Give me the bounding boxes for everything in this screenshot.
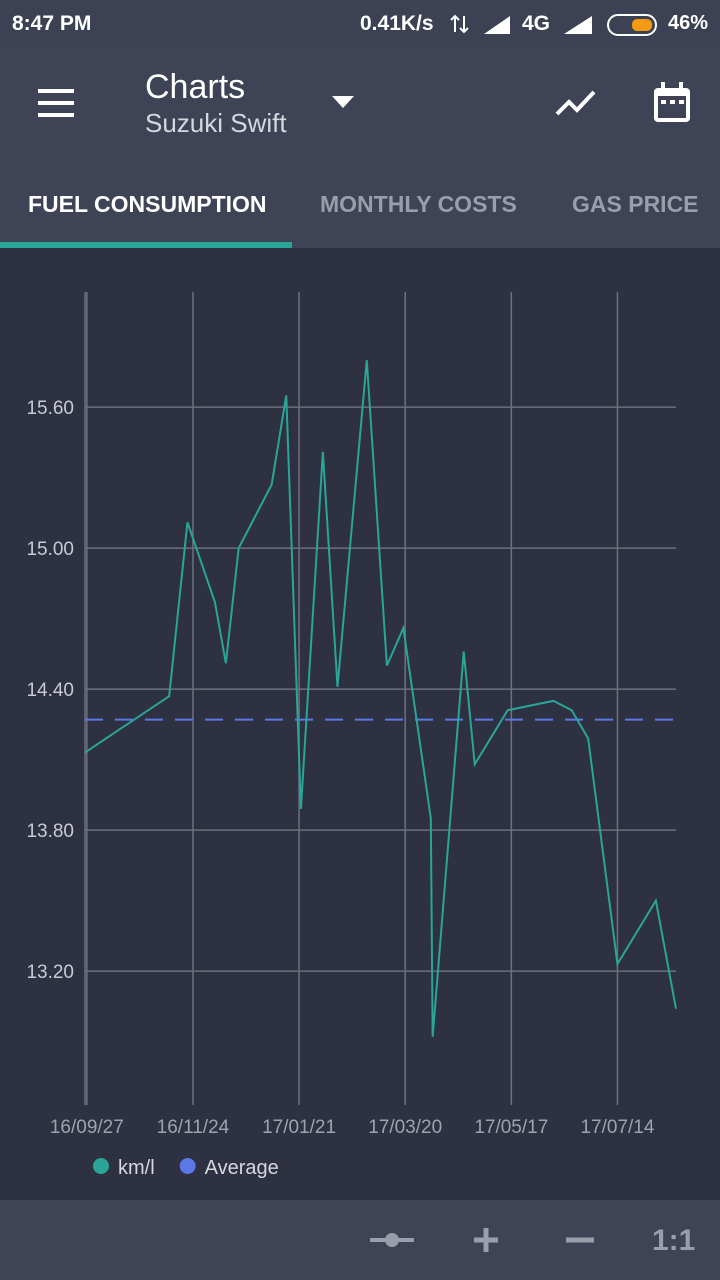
y-tick-label: 14.40: [26, 680, 74, 701]
y-tick-label: 15.00: [26, 539, 74, 560]
y-tick-label: 13.80: [26, 821, 74, 842]
legend-label: km/l: [118, 1157, 155, 1179]
status-bar: 8:47 PM 0.41K/s 4G 46%: [0, 0, 720, 48]
tab[interactable]: MONTHLY COSTS: [320, 191, 517, 217]
x-tick-label: 16/09/27: [50, 1117, 124, 1138]
toolbar-title: Charts: [145, 68, 246, 106]
toolbar-subtitle: Suzuki Swift: [145, 108, 287, 138]
status-icons: [450, 14, 592, 34]
tab-indicator: [0, 242, 292, 248]
vehicle-dropdown[interactable]: [332, 96, 354, 110]
x-tick-label: 17/05/17: [474, 1117, 548, 1138]
pan-button[interactable]: [370, 1228, 414, 1252]
chart: 13.20 13.80 14.40 15.00 15.60 16/09/27 16/11/2…: [26, 292, 677, 1179]
date-range-button[interactable]: [652, 82, 692, 126]
x-tick-label: 16/11/24: [157, 1117, 230, 1138]
y-tick-label: 13.20: [26, 962, 74, 983]
network: 4G: [522, 12, 551, 35]
legend-label: Average: [205, 1157, 279, 1179]
x-tick-label: 17/01/21: [262, 1117, 336, 1138]
zoom-in-button[interactable]: [474, 1228, 498, 1252]
menu-button[interactable]: [36, 88, 76, 118]
data-line: [84, 360, 677, 1037]
x-tick-label: 17/07/14: [580, 1117, 654, 1138]
legend-marker: [93, 1158, 109, 1174]
reset-zoom-button[interactable]: 1:1: [652, 1224, 696, 1257]
x-tick-label: 17/03/20: [368, 1117, 442, 1138]
time: 8:47 PM: [12, 12, 92, 35]
y-tick-label: 15.60: [26, 398, 74, 419]
tab[interactable]: GAS PRICE: [572, 191, 699, 217]
legend-marker: [179, 1158, 196, 1174]
bottom-bar: 1:1: [0, 1200, 720, 1280]
tab[interactable]: FUEL CONSUMPTION: [28, 191, 267, 217]
battery-level: 46%: [668, 12, 709, 34]
zoom-out-button[interactable]: [566, 1228, 594, 1252]
toolbar: Charts Suzuki Swift FUEL CONSUMPTION MON…: [0, 48, 720, 248]
battery-icon: [607, 14, 657, 36]
net-speed: 0.41K/s: [360, 12, 434, 35]
chart-type-button[interactable]: [554, 86, 598, 120]
